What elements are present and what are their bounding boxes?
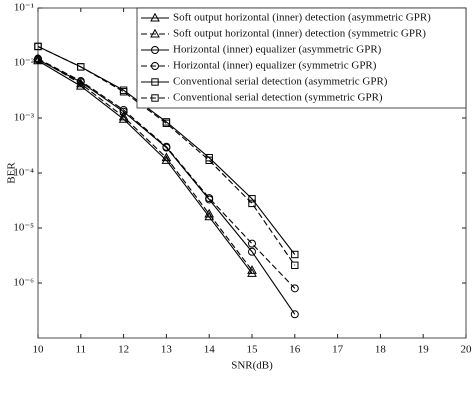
data-point	[291, 261, 299, 269]
x-tick-label: 17	[332, 344, 344, 356]
legend-label: Conventional serial detection (symmetric…	[173, 92, 383, 104]
x-tick-label: 20	[461, 344, 473, 356]
data-point	[162, 119, 171, 128]
legend-label: Horizontal (inner) equalizer (asymmetric…	[173, 44, 382, 56]
data-point	[119, 105, 128, 114]
y-tick-label: 10⁻⁵	[13, 222, 34, 234]
data-point	[247, 268, 257, 277]
x-tick-label: 16	[289, 344, 301, 356]
x-tick-label: 12	[118, 344, 129, 356]
y-tick-label: 10⁻²	[14, 57, 35, 69]
data-point	[290, 310, 299, 319]
legend-label: Horizontal (inner) equalizer (symmetric …	[173, 60, 377, 72]
data-point	[34, 54, 42, 63]
data-point	[118, 113, 129, 123]
data-point	[204, 208, 215, 218]
legend-marker	[151, 62, 159, 70]
x-tick-label: 11	[76, 344, 87, 356]
series-line	[37, 58, 253, 271]
x-tick-label: 18	[375, 344, 387, 356]
data-point	[77, 63, 85, 71]
y-tick-label: 10⁻⁴	[13, 167, 34, 179]
legend-marker	[150, 12, 160, 22]
x-tick-label: 13	[161, 344, 173, 356]
data-point	[248, 195, 256, 203]
data-point	[247, 265, 257, 274]
legend-label: Conventional serial detection (asymmetri…	[173, 76, 388, 88]
series-line	[37, 45, 296, 266]
x-tick-label: 19	[418, 344, 430, 356]
y-axis-label: BER	[6, 162, 18, 184]
x-axis-label: SNR(dB)	[231, 360, 273, 372]
x-tick-label: 15	[247, 344, 259, 356]
series-line	[37, 58, 296, 289]
y-tick-label: 10⁻³	[14, 112, 35, 124]
legend-box	[136, 7, 467, 109]
series-line	[37, 60, 253, 274]
data-point	[205, 156, 213, 165]
legend-marker	[151, 78, 159, 86]
legend-marker	[151, 46, 159, 54]
data-point	[118, 111, 129, 121]
legend-label: Soft output horizontal (inner) detection…	[173, 12, 431, 24]
data-point	[248, 247, 256, 256]
data-point	[291, 250, 299, 259]
legend-marker	[150, 28, 160, 38]
data-point	[34, 42, 42, 51]
data-point	[119, 88, 128, 96]
y-tick-label: 10⁻¹	[14, 2, 34, 14]
data-point	[248, 239, 256, 248]
data-point	[290, 284, 299, 293]
data-point	[248, 199, 256, 208]
legend-label: Soft output horizontal (inner) detection…	[173, 28, 426, 40]
legend-marker	[151, 94, 159, 102]
x-tick-label: 14	[204, 344, 216, 356]
data-point	[161, 152, 172, 162]
data-point	[76, 77, 85, 86]
data-point	[162, 142, 171, 151]
data-point	[205, 194, 214, 203]
x-tick-label: 10	[33, 344, 45, 356]
y-tick-label: 10⁻⁶	[13, 277, 34, 289]
